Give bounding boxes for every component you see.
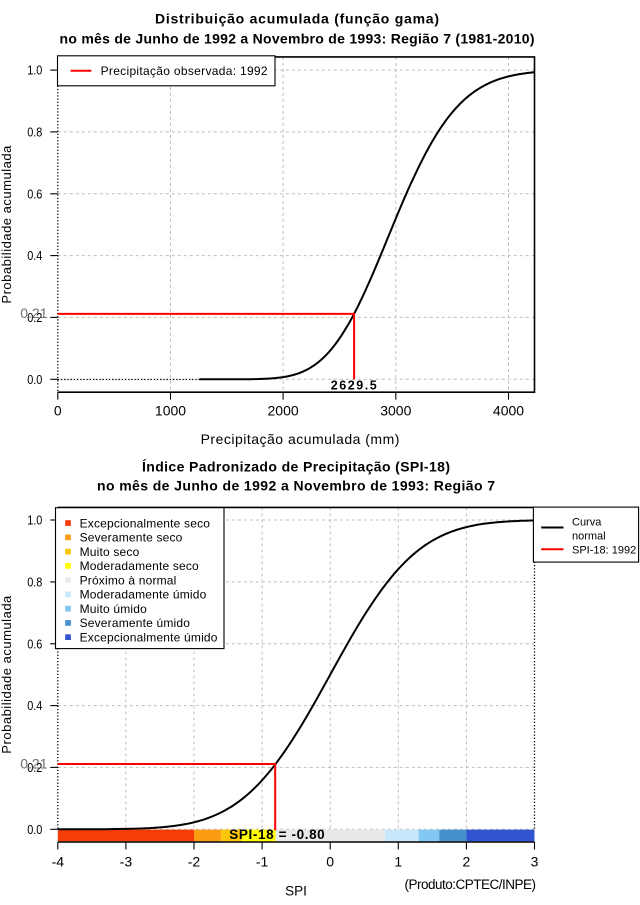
svg-text:1000: 1000: [155, 403, 186, 419]
svg-text:4000: 4000: [493, 403, 524, 419]
svg-text:SPI: SPI: [285, 883, 307, 898]
svg-text:normal: normal: [572, 531, 606, 543]
svg-text:SPI-18: 1992: SPI-18: 1992: [572, 545, 636, 557]
svg-text:-3: -3: [120, 854, 133, 870]
svg-text:no mês de Junho de 1992 a Nove: no mês de Junho de 1992 a Novembro de 19…: [97, 478, 495, 494]
svg-text:Precipitação acumulada (mm): Precipitação acumulada (mm): [201, 431, 400, 447]
svg-text:0.4: 0.4: [27, 248, 42, 263]
svg-text:Excepcionalmente úmido: Excepcionalmente úmido: [80, 631, 218, 645]
svg-text:Curva: Curva: [572, 517, 602, 529]
svg-text:Severamente seco: Severamente seco: [80, 531, 183, 545]
svg-text:Próximo à normal: Próximo à normal: [80, 573, 177, 587]
svg-text:0.2: 0.2: [27, 310, 42, 325]
svg-text:3: 3: [531, 854, 539, 870]
svg-text:Moderadamente seco: Moderadamente seco: [80, 559, 199, 573]
svg-text:Índice Padronizado de Precipit: Índice Padronizado de Precipitação (SPI-…: [142, 459, 450, 475]
svg-text:Muito seco: Muito seco: [80, 545, 140, 559]
svg-text:2000: 2000: [268, 403, 299, 419]
svg-text:0.21: 0.21: [20, 755, 47, 771]
svg-text:1.0: 1.0: [27, 513, 42, 528]
svg-text:0.4: 0.4: [27, 698, 42, 713]
svg-text:0.0: 0.0: [27, 822, 42, 837]
svg-text:Moderadamente úmido: Moderadamente úmido: [80, 588, 207, 602]
svg-text:0.8: 0.8: [27, 575, 42, 590]
svg-text:Distribuição acumulada (função: Distribuição acumulada (função gama): [155, 11, 439, 27]
svg-text:Probabilidade acumulada: Probabilidade acumulada: [0, 595, 14, 754]
svg-text:0.2: 0.2: [27, 760, 42, 775]
svg-text:0.0: 0.0: [27, 372, 42, 387]
svg-text:0.6: 0.6: [27, 636, 42, 651]
svg-text:Probabilidade acumulada: Probabilidade acumulada: [0, 145, 14, 304]
svg-text:0.8: 0.8: [27, 125, 42, 140]
svg-text:2629.5: 2629.5: [331, 379, 377, 393]
svg-text:0.6: 0.6: [27, 186, 42, 201]
svg-text:Precipitação observada: 1992: Precipitação observada: 1992: [101, 64, 268, 78]
svg-text:3000: 3000: [380, 403, 411, 419]
svg-text:2: 2: [463, 854, 471, 870]
svg-text:-1: -1: [256, 854, 269, 870]
svg-text:-4: -4: [52, 854, 65, 870]
svg-text:1.0: 1.0: [27, 63, 42, 78]
svg-text:(Produto:CPTEC/INPE): (Produto:CPTEC/INPE): [405, 877, 537, 892]
svg-text:-2: -2: [188, 854, 201, 870]
svg-text:SPI-18 = -0.80: SPI-18 = -0.80: [229, 827, 324, 842]
svg-text:Severamente úmido: Severamente úmido: [80, 616, 191, 630]
svg-text:Excepcionalmente seco: Excepcionalmente seco: [80, 516, 211, 530]
svg-text:no mês de Junho de 1992 a Nove: no mês de Junho de 1992 a Novembro de 19…: [60, 31, 535, 47]
svg-text:Muito úmido: Muito úmido: [80, 602, 147, 616]
svg-text:0: 0: [54, 403, 62, 419]
svg-text:0: 0: [326, 854, 334, 870]
svg-text:0.21: 0.21: [20, 305, 47, 321]
svg-text:1: 1: [394, 854, 402, 870]
